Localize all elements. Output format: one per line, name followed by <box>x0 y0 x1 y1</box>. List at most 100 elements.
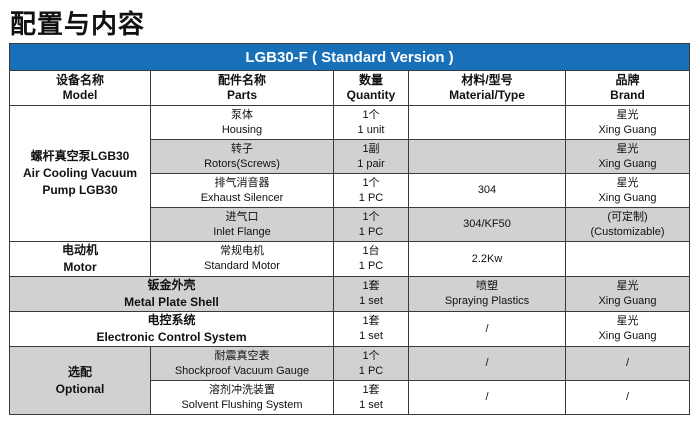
qty-en: 1 PC <box>358 225 384 238</box>
part-en: Rotors(Screws) <box>204 157 280 170</box>
qty-cn: 1个 <box>362 108 380 121</box>
material-en: Spraying Plastics <box>444 295 530 307</box>
qty-en: 1 set <box>359 295 383 307</box>
brand-cn: 星光 <box>616 176 639 189</box>
qty-cell: 1套 1 set <box>333 276 409 312</box>
brand-cn: 星光 <box>616 108 639 121</box>
brand-cn: 星光 <box>616 142 639 155</box>
part-en: Exhaust Silencer <box>200 191 284 204</box>
part-en: Shockproof Vacuum Gauge <box>174 364 310 377</box>
part-cell: 常规电机 Standard Motor <box>150 241 334 277</box>
material-cell: / <box>408 346 566 381</box>
table-row: 选配 Optional 耐震真空表 Shockproof Vacuum Gauge … <box>9 346 690 415</box>
part-cn: 转子 <box>231 142 253 155</box>
header-brand-cn: 品牌 <box>615 73 640 87</box>
optional-model-cn: 选配 <box>67 364 92 379</box>
qty-cell: 1套 1 set <box>333 311 409 347</box>
brand-cell: (可定制) (Customizable) <box>565 207 690 242</box>
qty-cn: 1套 <box>362 315 380 327</box>
part-cn: 耐震真空表 <box>214 349 270 362</box>
qty-en: 1 set <box>359 398 383 411</box>
qty-cn: 1个 <box>362 210 380 223</box>
brand-en: Xing Guang <box>598 123 657 136</box>
material-cell: 2.2Kw <box>408 241 566 277</box>
header-model-en: Model <box>62 88 98 102</box>
control-name-en: Electronic Control System <box>96 330 247 344</box>
qty-en: 1 PC <box>358 191 384 204</box>
header-parts: 配件名称 Parts <box>150 70 334 106</box>
material-cell: / <box>408 311 566 347</box>
shell-name-en: Metal Plate Shell <box>124 295 219 309</box>
shell-name-cn: 钣金外壳 <box>147 278 196 292</box>
qty-cn: 1个 <box>362 349 380 362</box>
qty-en: 1 unit <box>357 123 385 136</box>
control-row: 电控系统 Electronic Control System 1套 1 set / … <box>9 311 690 347</box>
brand-cell: 星光 Xing Guang <box>565 276 690 312</box>
header-material-en: Material/Type <box>449 88 525 102</box>
brand-en: Xing Guang <box>598 330 657 342</box>
material-cell: 304 <box>408 173 566 208</box>
material-cn: 喷塑 <box>476 280 498 292</box>
material-cell <box>408 139 566 174</box>
part-cell: 耐震真空表 Shockproof Vacuum Gauge <box>150 346 334 381</box>
optional-model-en: Optional <box>55 381 105 396</box>
qty-cell: 1套 1 set <box>333 380 409 415</box>
material-cell: / <box>408 380 566 415</box>
header-brand-en: Brand <box>610 88 645 102</box>
qty-cell: 1台 1 PC <box>333 241 409 277</box>
qty-cell: 1个 1 PC <box>333 173 409 208</box>
part-cn: 排气消音器 <box>214 176 270 189</box>
brand-cell: 星光 Xing Guang <box>565 139 690 174</box>
part-en: Standard Motor <box>204 260 280 272</box>
header-material: 材料/型号 Material/Type <box>408 70 566 106</box>
configuration-table: LGB30-F ( Standard Version ) 设备名称 Model … <box>9 43 690 415</box>
motor-model-cn: 电动机 <box>61 243 98 257</box>
brand-cn: 星光 <box>616 280 639 292</box>
page-heading: 配置与内容 <box>10 10 146 40</box>
table-title-row: LGB30-F ( Standard Version ) <box>9 43 690 71</box>
motor-model-cell: 电动机 Motor <box>9 241 151 277</box>
header-parts-en: Parts <box>226 88 258 102</box>
qty-cell: 1个 1 PC <box>333 346 409 381</box>
header-quantity: 数量 Quantity <box>333 70 409 106</box>
brand-cell: 星光 Xing Guang <box>565 105 690 140</box>
part-cn: 泵体 <box>231 108 253 121</box>
pump-model-en-2: Pump LGB30 <box>42 183 118 197</box>
header-brand: 品牌 Brand <box>565 70 690 106</box>
qty-en: 1 PC <box>358 260 384 272</box>
qty-en: 1 PC <box>358 364 384 377</box>
part-en: Inlet Flange <box>213 225 271 238</box>
qty-cn: 1套 <box>362 383 380 396</box>
brand-cell: 星光 Xing Guang <box>565 311 690 347</box>
shell-name-cell: 钣金外壳 Metal Plate Shell <box>9 276 334 312</box>
qty-cell: 1个 1 PC <box>333 207 409 242</box>
header-quantity-en: Quantity <box>346 88 396 102</box>
brand-cn: (可定制) <box>607 210 648 223</box>
control-name-cn: 电控系统 <box>147 313 196 327</box>
part-cell: 泵体 Housing <box>150 105 334 140</box>
part-cell: 进气口 Inlet Flange <box>150 207 334 242</box>
brand-en: Xing Guang <box>598 191 657 204</box>
material-cell <box>408 105 566 140</box>
qty-cn: 1台 <box>362 245 380 257</box>
qty-cell: 1副 1 pair <box>333 139 409 174</box>
optional-model-cell: 选配 Optional <box>9 346 151 415</box>
brand-cell: / <box>565 346 690 381</box>
motor-row: 电动机 Motor 常规电机 Standard Motor 1台 1 PC 2.2Kw <box>9 241 690 277</box>
control-name-cell: 电控系统 Electronic Control System <box>9 311 334 347</box>
brand-cell: / <box>565 380 690 415</box>
qty-cell: 1个 1 unit <box>333 105 409 140</box>
table-title: LGB30-F ( Standard Version ) <box>9 43 690 71</box>
material-cell: 304/KF50 <box>408 207 566 242</box>
part-cell: 排气消音器 Exhaust Silencer <box>150 173 334 208</box>
brand-cell: 星光 Xing Guang <box>565 173 690 208</box>
motor-model-en: Motor <box>63 260 97 274</box>
pump-model-cell: 螺杆真空泵LGB30 Air Cooling Vacuum Pump LGB30 <box>9 105 151 242</box>
material-cell: 喷塑 Spraying Plastics <box>408 276 566 312</box>
header-quantity-cn: 数量 <box>358 73 383 87</box>
part-cn: 常规电机 <box>220 245 264 257</box>
table-row: 螺杆真空泵LGB30 Air Cooling Vacuum Pump LGB30… <box>9 105 690 242</box>
header-row: 设备名称 Model 配件名称 Parts 数量 Quantity 材料/型号 … <box>9 70 690 106</box>
part-cell: 转子 Rotors(Screws) <box>150 139 334 174</box>
qty-en: 1 set <box>359 330 383 342</box>
